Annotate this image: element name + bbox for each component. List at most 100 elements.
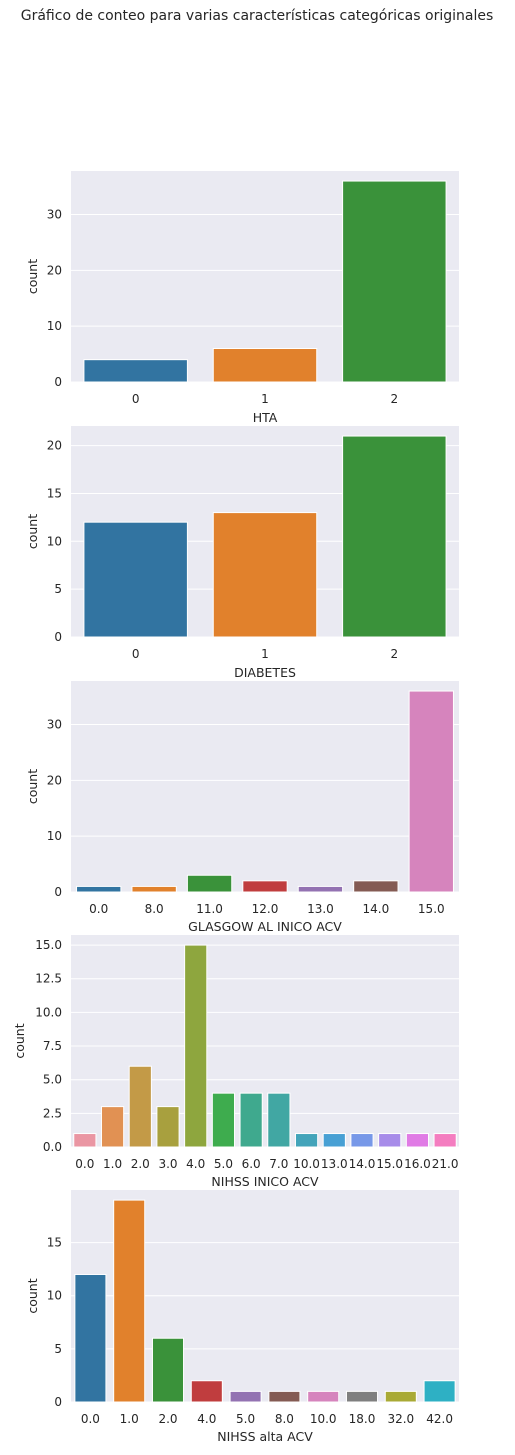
bar-6.0 [240,1093,262,1147]
x-tick-label: 3.0 [158,1157,177,1171]
y-tick-label: 0 [54,630,62,644]
bar-8.0 [269,1391,300,1402]
y-tick-label: 30 [47,208,62,222]
bar-7.0 [268,1093,290,1147]
x-tick-label: 14.0 [349,1157,376,1171]
bar-15.0 [379,1134,401,1147]
y-tick-label: 15.0 [35,938,62,952]
y-tick-label: 2.5 [43,1106,62,1120]
x-tick-label: 0 [132,392,140,406]
x-axis-label: HTA [253,410,278,425]
bar-0 [84,522,187,637]
bar-0 [84,360,187,382]
y-tick-label: 20 [47,439,62,453]
x-tick-label: 42.0 [426,1412,453,1426]
bar-1.0 [101,1107,123,1147]
x-tick-label: 11.0 [196,902,223,916]
bar-0.0 [75,1274,106,1402]
y-axis-label: count [25,514,40,549]
x-tick-label: 2 [391,647,399,661]
x-tick-label: 4.0 [186,1157,205,1171]
x-tick-label: 13.0 [307,902,334,916]
x-tick-label: 32.0 [387,1412,414,1426]
x-tick-label: 14.0 [362,902,389,916]
x-tick-label: 7.0 [269,1157,288,1171]
y-axis-label: count [25,1278,40,1313]
bar-5.0 [230,1391,261,1402]
bar-5.0 [212,1093,234,1147]
bar-32.0 [385,1391,416,1402]
bar-16.0 [406,1134,428,1147]
plot-area [71,681,459,892]
y-tick-label: 10 [47,1289,62,1303]
x-tick-label: 2 [391,392,399,406]
x-tick-label: 4.0 [197,1412,216,1426]
x-tick-label: 16.0 [404,1157,431,1171]
y-tick-label: 15 [47,486,62,500]
x-tick-label: 21.0 [432,1157,459,1171]
y-tick-label: 0.0 [43,1140,62,1154]
x-tick-label: 18.0 [349,1412,376,1426]
x-axis-label: DIABETES [234,665,296,680]
x-tick-label: 0 [132,647,140,661]
y-tick-label: 5 [54,582,62,596]
bar-0.0 [74,1134,96,1147]
x-tick-label: 0.0 [89,902,108,916]
bar-8.0 [132,886,176,892]
y-tick-label: 20 [47,263,62,277]
bar-1 [213,349,316,382]
bar-0.0 [77,886,121,892]
bar-21.0 [434,1134,456,1147]
x-tick-label: 8.0 [145,902,164,916]
y-tick-label: 7.5 [43,1039,62,1053]
x-tick-label: 15.0 [376,1157,403,1171]
bar-1 [213,513,316,637]
y-axis-label: count [25,259,40,294]
bar-10.0 [295,1134,317,1147]
x-tick-label: 5.0 [214,1157,233,1171]
bar-4.0 [185,945,207,1147]
x-tick-label: 10.0 [293,1157,320,1171]
y-tick-label: 20 [47,773,62,787]
x-tick-label: 1.0 [120,1412,139,1426]
bar-3.0 [157,1107,179,1147]
bar-2 [343,181,446,382]
x-tick-label: 0.0 [81,1412,100,1426]
chart-5: 0 5 10 15 0.0 1.0 2.0 4.0 5.0 8.0 10.0 18.0 32.0 42.0… [25,1190,459,1444]
bar-18.0 [346,1391,377,1402]
bar-2.0 [129,1066,151,1147]
y-tick-label: 0 [54,885,62,899]
x-axis-label: NIHSS INICO ACV [211,1174,319,1189]
y-tick-label: 10 [47,319,62,333]
y-tick-label: 10.0 [35,1005,62,1019]
x-tick-label: 6.0 [242,1157,261,1171]
bar-12.0 [243,881,287,892]
x-tick-label: 5.0 [236,1412,255,1426]
charts-container: 0 10 20 30 0 1 2 HTA count 0 5 10 15 20 0 1 2 DIABETES cou… [12,171,459,1444]
bar-14.0 [354,881,398,892]
chart-2: 0 5 10 15 20 0 1 2 DIABETES count [25,426,459,680]
bar-1.0 [114,1200,145,1402]
chart-1: 0 10 20 30 0 1 2 HTA count [25,171,459,425]
y-tick-label: 0 [54,375,62,389]
y-axis-label: count [25,769,40,804]
bar-14.0 [351,1134,373,1147]
chart-3: 0 10 20 30 0.0 8.0 11.0 12.0 13.0 14.0 15.0 GLASGOW… [25,681,459,934]
y-tick-label: 5.0 [43,1073,62,1087]
bar-4.0 [191,1381,222,1402]
y-tick-label: 10 [47,829,62,843]
x-tick-label: 0.0 [75,1157,94,1171]
x-tick-label: 10.0 [310,1412,337,1426]
bar-2 [343,436,446,637]
y-tick-label: 5 [54,1342,62,1356]
bar-42.0 [424,1381,455,1402]
x-tick-label: 12.0 [252,902,279,916]
bar-13.0 [298,886,342,892]
x-axis-label: GLASGOW AL INICO ACV [188,919,342,934]
figure-title: Gráfico de conteo para varias caracterís… [21,8,494,24]
y-axis-label: count [12,1023,27,1058]
x-tick-label: 8.0 [275,1412,294,1426]
x-tick-label: 15.0 [418,902,445,916]
x-tick-label: 2.0 [158,1412,177,1426]
